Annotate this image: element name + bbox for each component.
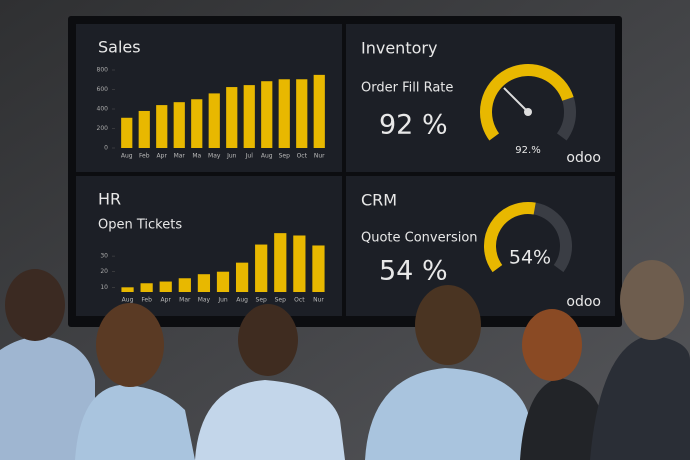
panel-subtitle: Order Fill Rate: [361, 81, 453, 96]
x-tick-label: Jun: [226, 153, 237, 160]
audience: [0, 260, 690, 460]
x-tick-label: Mar: [174, 153, 186, 160]
bar: [216, 271, 230, 292]
gauge-hub: [524, 108, 532, 116]
x-tick-label: Nur: [314, 153, 325, 160]
brand-logo: odoo: [566, 294, 601, 310]
x-tick-label: Aug: [236, 297, 248, 304]
x-tick-label: Sep: [279, 153, 291, 160]
x-tick-label: Sep: [275, 297, 287, 304]
gauge-needle: [503, 87, 529, 113]
x-tick-label: Jun: [217, 297, 228, 304]
panel-title: HR: [98, 190, 121, 209]
x-tick-label: Aug: [261, 153, 273, 160]
gauge-value: [480, 64, 574, 141]
gauge-label: 54%: [509, 247, 551, 269]
bar: [226, 87, 238, 148]
bar: [312, 245, 325, 292]
bar: [261, 81, 273, 148]
bar: [121, 287, 134, 292]
x-tick-label: Mar: [179, 297, 191, 304]
x-tick-label: Aug: [122, 297, 134, 304]
bar: [255, 244, 268, 292]
bar: [156, 105, 168, 148]
x-tick-label: May: [208, 153, 221, 160]
big-value: 92 %: [379, 110, 448, 141]
bar: [140, 283, 153, 292]
x-tick-label: Nur: [313, 297, 324, 304]
x-tick-label: Sep: [256, 297, 268, 304]
bar: [243, 85, 255, 148]
x-tick-label: Ma: [192, 153, 201, 160]
panel-subtitle: Open Tickets: [98, 218, 182, 233]
x-tick-label: May: [198, 297, 211, 304]
bar: [173, 102, 185, 148]
x-tick-label: Aug: [121, 153, 133, 160]
y-tick-label: 200: [97, 125, 109, 132]
x-tick-label: Apr: [161, 297, 172, 304]
bar: [235, 262, 249, 292]
y-tick-label: 20: [100, 268, 108, 275]
bar: [178, 278, 191, 292]
brand-logo: odoo: [566, 150, 601, 166]
y-tick-label: 0: [104, 145, 108, 152]
panel-title: Inventory: [361, 39, 437, 58]
bar: [121, 117, 133, 148]
y-tick-label: 30: [100, 253, 108, 260]
bar: [274, 233, 287, 292]
bar: [293, 235, 306, 292]
gauge-label: 92.%: [515, 145, 540, 156]
y-tick-label: 400: [97, 106, 109, 113]
y-tick-label: 10: [100, 284, 108, 291]
y-tick-label: 600: [97, 86, 109, 93]
bar: [159, 281, 172, 292]
panel-title: CRM: [361, 191, 397, 210]
bar: [313, 74, 325, 148]
panel-subtitle: Quote Conversion: [361, 231, 478, 246]
x-tick-label: Apr: [157, 153, 168, 160]
bar: [191, 99, 203, 148]
x-tick-label: Feb: [139, 153, 150, 160]
y-tick-label: 800: [97, 67, 109, 74]
gauge-value: [484, 202, 536, 273]
panel-title: Sales: [98, 38, 141, 57]
big-value: 54 %: [379, 256, 448, 287]
bar: [296, 79, 308, 148]
bar: [278, 79, 290, 148]
bar: [197, 274, 211, 292]
bar: [208, 93, 220, 148]
x-tick-label: Feb: [141, 297, 152, 304]
bar: [138, 110, 150, 148]
x-tick-label: Jul: [245, 153, 254, 160]
x-tick-label: Oct: [297, 153, 308, 160]
x-tick-label: Oct: [294, 297, 305, 304]
